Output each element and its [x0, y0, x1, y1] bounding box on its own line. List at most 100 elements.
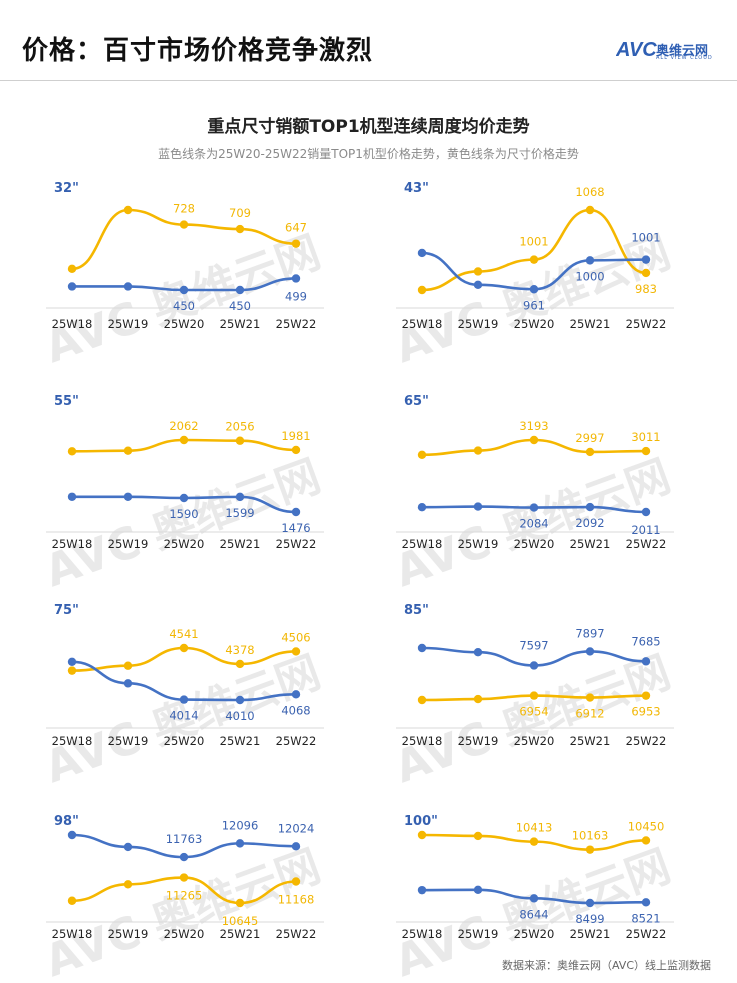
size-price-point — [291, 445, 301, 455]
size-price-point — [179, 643, 189, 653]
tick-label: 25W20 — [514, 317, 555, 331]
size-price-point — [585, 447, 595, 457]
top1-model-point — [179, 493, 189, 503]
top1-model-point — [179, 695, 189, 704]
size-price-label: 10413 — [516, 821, 553, 835]
size-price-point — [529, 691, 539, 700]
tick-label: 25W18 — [402, 734, 443, 748]
tick-label: 25W21 — [220, 734, 261, 748]
size-price-line — [71, 208, 297, 271]
size-price-point — [417, 450, 427, 460]
top1-model-label: 1476 — [281, 521, 310, 535]
tick-label: 25W22 — [276, 734, 317, 748]
top1-model-label: 4010 — [225, 709, 254, 723]
top1-model-label: 8499 — [575, 912, 604, 926]
size-label: 100" — [404, 814, 438, 829]
top1-model-point — [529, 503, 539, 512]
top1-model-label: 2011 — [631, 523, 660, 537]
size-price-label: 2997 — [575, 431, 604, 445]
size-price-label: 2062 — [169, 419, 198, 433]
size-price-point — [67, 264, 77, 274]
top1-model-point — [641, 898, 651, 907]
top1-model-point — [585, 502, 595, 512]
top1-model-label: 1590 — [169, 507, 198, 521]
watermark: AVC 奥维云网 — [38, 841, 327, 983]
tick-label: 25W21 — [220, 927, 261, 941]
size-price-point — [235, 898, 245, 908]
size-price-point — [235, 224, 245, 234]
tick-label: 25W22 — [276, 317, 317, 331]
tick-label: 25W20 — [514, 537, 555, 551]
top1-model-label: 12096 — [222, 818, 259, 832]
top1-model-point — [473, 502, 483, 511]
panel-6: AVC 奥维云网 98" 25W18 25W19 25W20 25W21 25W22 1126… — [38, 814, 327, 983]
top1-model-point — [67, 830, 77, 840]
size-price-point — [291, 877, 301, 886]
size-price-line — [421, 208, 647, 292]
size-price-point — [641, 446, 651, 456]
tick-label: 25W19 — [108, 927, 149, 941]
top1-model-point — [291, 842, 301, 851]
size-price-point — [585, 693, 595, 702]
top1-model-point — [235, 839, 245, 848]
size-price-point — [179, 435, 189, 445]
logo-text: 奥维云网 — [656, 44, 709, 59]
size-price-point — [67, 447, 77, 456]
tick-label: 25W22 — [626, 734, 667, 748]
tick-label: 25W22 — [626, 317, 667, 331]
size-price-point — [67, 666, 77, 675]
top1-model-point — [417, 885, 427, 895]
size-label: 75" — [54, 603, 79, 618]
tick-label: 25W20 — [164, 927, 205, 941]
tick-label: 25W20 — [514, 734, 555, 748]
chart-title: 重点尺寸销额TOP1机型连续周度均价走势 — [207, 117, 530, 137]
svg-text:AVC: AVC — [616, 39, 657, 61]
size-price-point — [585, 845, 595, 854]
top1-model-label: 8521 — [631, 911, 660, 925]
tick-label: 25W18 — [52, 927, 93, 941]
top1-model-label: 8644 — [519, 907, 548, 921]
tick-label: 25W20 — [164, 537, 205, 551]
size-price-point — [529, 837, 539, 846]
size-price-point — [67, 896, 77, 905]
page-title: 价格：百寸市场价格竞争激烈 — [22, 36, 374, 66]
size-label: 98" — [54, 814, 79, 829]
tick-label: 25W21 — [570, 927, 611, 941]
top1-model-label: 4068 — [281, 703, 310, 717]
size-price-point — [291, 647, 301, 656]
top1-model-point — [641, 507, 651, 517]
top1-model-point — [529, 894, 539, 903]
top1-model-point — [123, 492, 133, 501]
chart-subtitle: 蓝色线条为25W20-25W22销量TOP1机型价格走势，黄色线条为尺寸价格走势 — [158, 147, 579, 161]
top1-model-label: 450 — [229, 299, 251, 313]
size-price-point — [235, 436, 245, 445]
size-price-point — [473, 446, 483, 455]
size-price-label: 3011 — [631, 430, 660, 444]
size-price-label: 1068 — [575, 185, 604, 199]
size-price-label: 10645 — [222, 914, 259, 928]
size-label: 32" — [54, 181, 79, 196]
top1-model-point — [235, 695, 245, 705]
top1-model-point — [473, 280, 483, 290]
top1-model-point — [291, 274, 301, 283]
tick-label: 25W22 — [626, 927, 667, 941]
size-label: 65" — [404, 394, 429, 409]
top1-model-point — [417, 643, 427, 653]
top1-model-point — [67, 282, 77, 291]
tick-label: 25W18 — [402, 317, 443, 331]
top1-model-label: 1001 — [631, 231, 660, 245]
size-price-label: 11168 — [278, 893, 315, 907]
tick-label: 25W21 — [220, 537, 261, 551]
tick-label: 25W18 — [402, 927, 443, 941]
tick-label: 25W19 — [458, 927, 499, 941]
size-price-point — [641, 836, 651, 845]
top1-model-point — [123, 679, 133, 688]
tick-label: 25W18 — [52, 734, 93, 748]
size-price-label: 647 — [285, 221, 307, 235]
size-price-point — [641, 691, 651, 700]
size-price-label: 10450 — [628, 819, 665, 833]
top1-model-point — [585, 647, 595, 656]
